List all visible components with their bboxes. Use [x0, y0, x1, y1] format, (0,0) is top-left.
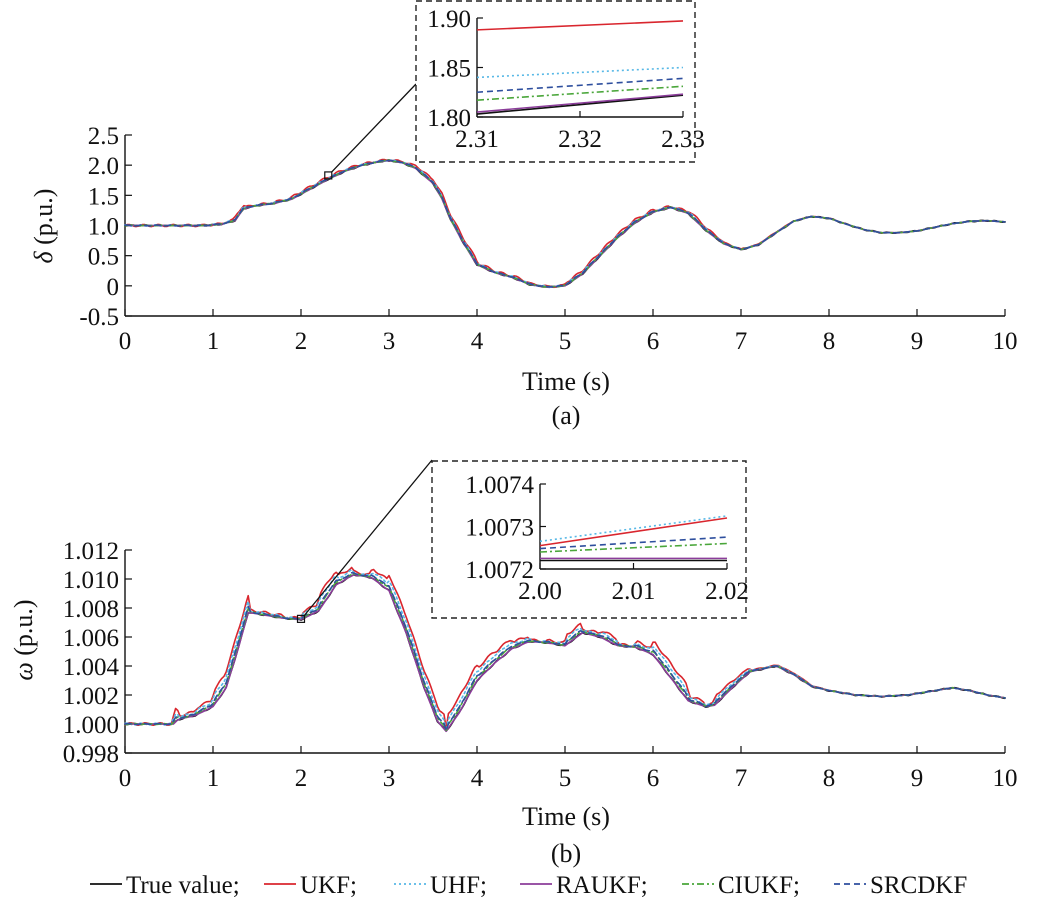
x-tick-label: 2 [295, 765, 308, 792]
x-tick-label: 2 [295, 328, 308, 355]
y-tick-label: 1.004 [63, 654, 120, 681]
x-tick-label: 9 [911, 328, 924, 355]
inset-line-uhf [539, 515, 728, 543]
x-tick-label: 8 [823, 765, 836, 792]
y-tick-label: 1.012 [63, 538, 119, 565]
panel-a-label: (a) [552, 401, 581, 430]
legend-label: RAUKF; [556, 872, 648, 899]
legend-label: SRCDKF [870, 872, 967, 899]
inset-line-ukf [476, 20, 684, 31]
panel-b-ylabel-unit: (p.u.) [9, 599, 38, 662]
inset-x-tick-label: 2.31 [455, 126, 499, 153]
x-tick-label: 3 [383, 328, 396, 355]
inset-line-raukf [476, 93, 684, 113]
inset-line-ukf [539, 517, 728, 547]
x-tick-label: 4 [471, 328, 484, 355]
legend-label: UKF; [300, 872, 357, 899]
y-tick-label: 1.0 [88, 214, 119, 241]
y-tick-label: 2.5 [88, 123, 119, 150]
inset-line-srcdkf [539, 536, 728, 550]
series-line-raukf [124, 159, 1006, 288]
panel-a-chart: 0 1 2 3 4 5 6 7 8 9 10-0.500.51.01.52.02.5 2.31 2.32… [79, 0, 1018, 355]
y-tick-label: 1.010 [63, 567, 119, 594]
inset-y-tick-label: 1.90 [427, 6, 471, 33]
x-tick-label: 5 [559, 328, 572, 355]
panel-a-ylabel-unit: (p.u.) [29, 189, 58, 252]
y-tick-label: 1.000 [63, 712, 119, 739]
x-tick-label: 9 [911, 765, 924, 792]
inset-y-tick-label: 1.0072 [465, 557, 534, 584]
inset-line-ciukf [539, 542, 728, 553]
series-line-srcdkf [124, 572, 1006, 732]
y-tick-label: -0.5 [79, 304, 119, 331]
zoom-marker [324, 171, 333, 180]
x-tick-label: 7 [735, 328, 748, 355]
inset-x-tick-label: 2.32 [558, 126, 602, 153]
x-tick-label: 4 [471, 765, 484, 792]
panel-a-ylabel-symbol: δ [29, 250, 58, 263]
y-tick-label: 1.5 [88, 183, 119, 210]
inset-x-tick-label: 2.01 [612, 578, 656, 605]
inset-y-tick-label: 1.0073 [465, 515, 534, 542]
x-tick-label: 8 [823, 328, 836, 355]
inset-y-tick-label: 1.80 [427, 105, 471, 132]
legend-label: UHF; [430, 872, 487, 899]
panel-b-chart: 0 1 2 3 4 5 6 7 8 9 100.9981.0001.0021.0041.0061.0… [63, 459, 1018, 792]
y-tick-label: 0 [107, 274, 120, 301]
y-tick-label: 0.998 [63, 741, 119, 768]
zoom-marker [296, 614, 306, 623]
series-line-ukf [124, 158, 1006, 289]
legend: True value; UKF; UHF; RAUKF; CIUKF; SRCDKF [90, 872, 967, 899]
zoom-leader-line [330, 83, 417, 173]
inset-y-tick-label: 1.0074 [465, 472, 534, 499]
zoom-leader-line [303, 459, 433, 617]
y-tick-label: 1.002 [63, 683, 119, 710]
panel-a-ylabel: δ (p.u.) [29, 189, 58, 264]
inset-line-srcdkf [476, 77, 684, 94]
legend-label: CIUKF; [718, 872, 800, 899]
x-tick-label: 7 [735, 765, 748, 792]
x-tick-label: 10 [993, 328, 1018, 355]
x-tick-label: 6 [647, 328, 660, 355]
panel-b-ylabel-symbol: ω [9, 662, 38, 680]
x-tick-label: 1 [207, 765, 220, 792]
x-tick-label: 3 [383, 765, 396, 792]
series-line-uhf [124, 159, 1006, 289]
series-line-ciukf [124, 159, 1006, 288]
series-line-true-value [124, 159, 1006, 288]
panel-a-xlabel: Time (s) [522, 367, 610, 396]
x-tick-label: 0 [119, 328, 132, 355]
x-tick-label: 10 [993, 765, 1018, 792]
panel-b-label: (b) [551, 839, 581, 868]
y-tick-label: 1.006 [63, 625, 119, 652]
inset-x-tick-label: 2.02 [705, 578, 749, 605]
inset-y-tick-label: 1.85 [427, 56, 471, 83]
legend-label: True value; [126, 872, 240, 899]
inset-line-uhf [476, 66, 684, 79]
x-tick-label: 1 [207, 328, 220, 355]
inset-x-tick-label: 2.00 [518, 578, 562, 605]
x-tick-label: 6 [647, 765, 660, 792]
x-tick-label: 5 [559, 765, 572, 792]
panel-b-ylabel: ω (p.u.) [9, 599, 38, 680]
panel-b-xlabel: Time (s) [522, 802, 610, 831]
y-tick-label: 2.0 [88, 153, 119, 180]
series-line-srcdkf [124, 159, 1006, 288]
inset-line-ciukf [476, 85, 684, 101]
y-tick-label: 0.5 [88, 244, 119, 271]
inset-line-true-value [476, 94, 684, 115]
inset-x-tick-label: 2.33 [661, 126, 705, 153]
x-tick-label: 0 [119, 765, 132, 792]
y-tick-label: 1.008 [63, 596, 119, 623]
